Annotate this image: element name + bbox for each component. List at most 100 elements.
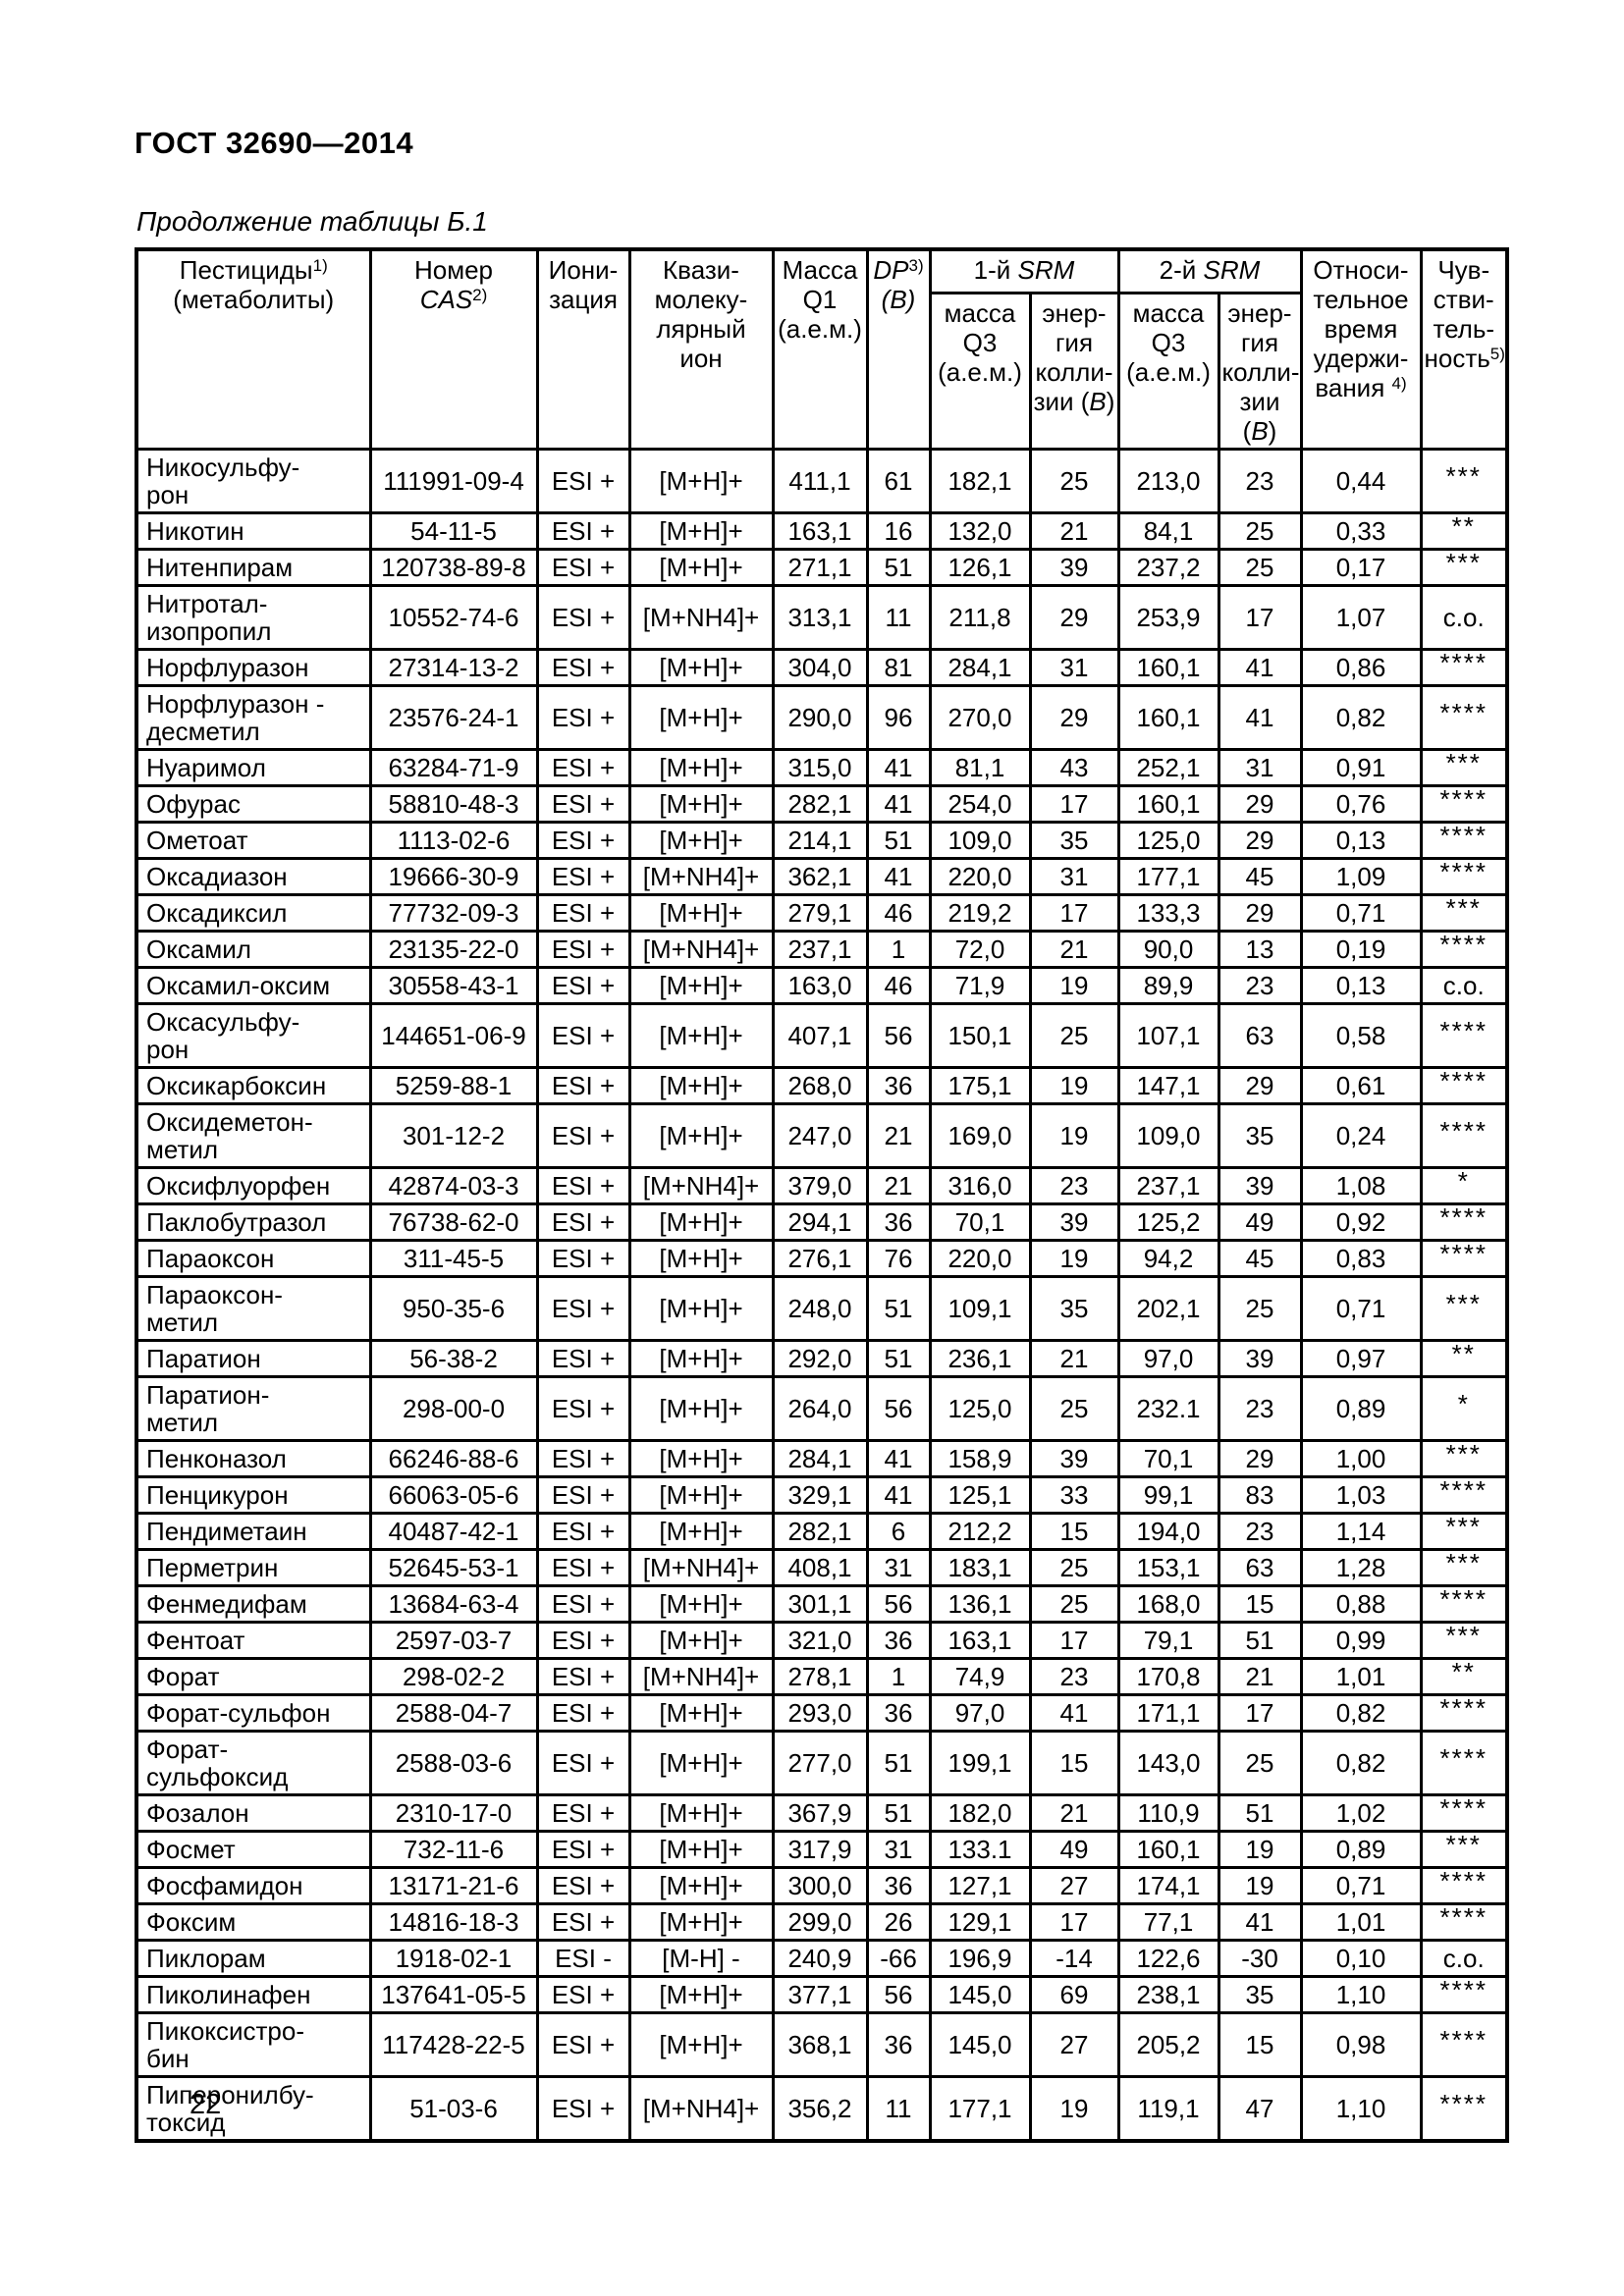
header-text: энер- xyxy=(1042,297,1107,328)
srm2-collision-energy: 51 xyxy=(1217,1792,1303,1833)
header-text: зии ( xyxy=(1033,386,1090,416)
srm2-collision-energy: 17 xyxy=(1217,583,1303,651)
srm2-mass-q3: 90,0 xyxy=(1116,929,1220,969)
srm1-collision-energy: 69 xyxy=(1028,1974,1120,2014)
srm2-mass-q3: 177,1 xyxy=(1116,856,1220,896)
sensitivity: *** xyxy=(1419,1620,1509,1660)
sensitivity: **** xyxy=(1419,1001,1509,1069)
srm2-mass-q3: 125,2 xyxy=(1116,1201,1220,1242)
srm1-mass-q3: 177,1 xyxy=(928,2074,1032,2142)
srm1-mass-q3: 97,0 xyxy=(928,1692,1032,1733)
srm2-collision-energy: 63 xyxy=(1217,1001,1303,1069)
pesticide-name: Нуаримол xyxy=(135,747,372,787)
dp-voltage: 51 xyxy=(865,820,932,860)
pesticide-name: Паклобутразол xyxy=(135,1201,372,1242)
pesticide-name: Фозалон xyxy=(135,1792,372,1833)
pesticide-name: Фоксим xyxy=(135,1901,372,1942)
sensitivity-stars: **** xyxy=(1439,1476,1488,1505)
cas-number: 42874-03-3 xyxy=(368,1165,539,1205)
quasi-molecular-ion: [M+H]+ xyxy=(627,1620,775,1660)
relative-retention-time: 1,07 xyxy=(1299,583,1423,651)
table-row: Пиклорам 1918-02-1 ESI - [M-H] -240,9 -66 196… xyxy=(135,1938,1509,1978)
dp-voltage: 51 xyxy=(865,1729,932,1796)
quasi-molecular-ion: [M+H]+ xyxy=(627,1792,775,1833)
ionization: ESI + xyxy=(535,856,631,896)
dp-voltage: 56 xyxy=(865,1583,932,1624)
mass-q1: 377,1 xyxy=(771,1974,869,2014)
table-row: Параоксон- метил 950-35-6 ESI + [M+H]+ 248,0… xyxy=(135,1274,1509,1342)
srm2-mass-q3: 237,2 xyxy=(1116,547,1220,587)
sensitivity: ** xyxy=(1419,1338,1509,1378)
quasi-molecular-ion: [M+H]+ xyxy=(627,1274,775,1342)
sensitivity: **** xyxy=(1419,1901,1509,1942)
srm2-mass-q3: 194,0 xyxy=(1116,1511,1220,1551)
srm1-collision-energy: 25 xyxy=(1028,1001,1120,1069)
sensitivity: **** xyxy=(1419,929,1509,969)
pesticide-name: Параоксон xyxy=(135,1238,372,1278)
dp-voltage: 41 xyxy=(865,856,932,896)
cas-number: 27314-13-2 xyxy=(368,647,539,687)
mass-q1: 282,1 xyxy=(771,1511,869,1551)
srm2-collision-energy: 19 xyxy=(1217,1865,1303,1905)
pesticide-name: Пикоксистро- бин xyxy=(135,2010,372,2078)
table-row: Форат-сульфон 2588-04-7 ESI + [M+H]+ 293,0 36… xyxy=(135,1692,1509,1733)
srm2-mass-q3: 109,0 xyxy=(1116,1101,1220,1169)
header-relative-retention-time: Относи-тельное время удержи-вания 4) xyxy=(1299,247,1423,451)
srm1-collision-energy: 49 xyxy=(1028,1829,1120,1869)
footnote-marker: 3) xyxy=(908,256,924,275)
sensitivity-stars: *** xyxy=(1445,1513,1482,1541)
srm2-collision-energy: 29 xyxy=(1217,820,1303,860)
table-row: Оксамил 23135-22-0 ESI + [M+NH4]+ 237,1 1 72,0… xyxy=(135,929,1509,969)
srm1-collision-energy: 19 xyxy=(1028,1101,1120,1169)
mass-q1: 299,0 xyxy=(771,1901,869,1942)
header-text: Относи- xyxy=(1313,255,1409,285)
header-text: Масса xyxy=(782,255,858,285)
srm1-mass-q3: 125,0 xyxy=(928,1374,1032,1442)
dp-voltage: 26 xyxy=(865,1901,932,1942)
header-text: SRM xyxy=(1017,255,1075,286)
quasi-molecular-ion: [M+H]+ xyxy=(627,683,775,751)
table-row: Фосмет 732-11-6 ESI + [M+H]+ 317,9 31 133.1 49 1… xyxy=(135,1829,1509,1869)
srm2-collision-energy: 35 xyxy=(1217,1101,1303,1169)
srm1-collision-energy: 39 xyxy=(1028,547,1120,587)
sensitivity-stars: **** xyxy=(1439,1867,1488,1896)
srm1-collision-energy: 19 xyxy=(1028,1238,1120,1278)
ionization: ESI + xyxy=(535,1656,631,1696)
srm2-collision-energy: 23 xyxy=(1217,1374,1303,1442)
cas-number: 58810-48-3 xyxy=(368,783,539,824)
srm1-collision-energy: 27 xyxy=(1028,2010,1120,2078)
mass-q1: 294,1 xyxy=(771,1201,869,1242)
sensitivity: * xyxy=(1419,1374,1509,1442)
sensitivity: **** xyxy=(1419,1792,1509,1833)
header-srm2-collision-energy: энер-гия колли-зии (В) xyxy=(1217,291,1303,451)
quasi-molecular-ion: [M+H]+ xyxy=(627,1065,775,1105)
sensitivity: *** xyxy=(1419,1511,1509,1551)
dp-voltage: 76 xyxy=(865,1238,932,1278)
sensitivity-stars: *** xyxy=(1445,894,1482,923)
srm2-mass-q3: 133,3 xyxy=(1116,892,1220,933)
ionization: ESI + xyxy=(535,1583,631,1624)
ionization: ESI + xyxy=(535,583,631,651)
srm1-collision-energy: 25 xyxy=(1028,447,1120,514)
sensitivity-stars: *** xyxy=(1445,1549,1482,1577)
srm1-mass-q3: 196,9 xyxy=(928,1938,1032,1978)
srm2-collision-energy: 45 xyxy=(1217,1238,1303,1278)
cas-number: 30558-43-1 xyxy=(368,965,539,1005)
dp-voltage: 21 xyxy=(865,1101,932,1169)
sensitivity-stars: **** xyxy=(1439,1694,1488,1723)
srm2-mass-q3: 89,9 xyxy=(1116,965,1220,1005)
sensitivity-stars: *** xyxy=(1445,460,1482,491)
footnote-marker: 4) xyxy=(1391,374,1407,393)
quasi-molecular-ion: [M+H]+ xyxy=(627,1865,775,1905)
ionization: ESI + xyxy=(535,1620,631,1660)
ionization: ESI + xyxy=(535,1511,631,1551)
header-srm1-mass-q3: масса Q3 (а.е.м.) xyxy=(928,291,1032,451)
sensitivity: **** xyxy=(1419,1692,1509,1733)
table-row: Никотин 54-11-5 ESI + [M+H]+ 163,1 16 132,0 21 8… xyxy=(135,510,1509,551)
srm2-collision-energy: 15 xyxy=(1217,2010,1303,2078)
srm2-mass-q3: 237,1 xyxy=(1116,1165,1220,1205)
dp-voltage: -66 xyxy=(865,1938,932,1978)
header-text: Q3 xyxy=(1151,327,1186,357)
srm2-collision-energy: 29 xyxy=(1217,1438,1303,1478)
header-text: Пестициды xyxy=(179,255,313,285)
